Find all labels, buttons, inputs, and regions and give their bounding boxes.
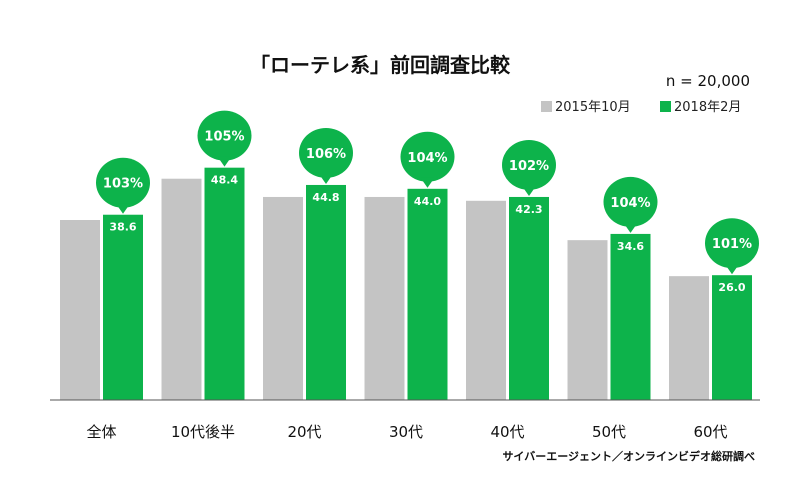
comparison-bubble [705, 218, 759, 269]
legend-label-2015: 2015年10月 [555, 100, 631, 115]
legend: 2015年10月 2018年2月 [541, 100, 741, 115]
comparison-bubble-pointer [725, 264, 739, 275]
bar-2015 [60, 220, 100, 400]
bars-group: 38.6 48.4 44.8 44.0 42.3 34.6 26.0 [60, 167, 752, 400]
comparison-label: 104% [610, 196, 650, 211]
bar-2018 [407, 188, 448, 400]
comparison-label: 102% [509, 159, 549, 174]
comparison-label: 103% [103, 177, 143, 192]
bar-value-label: 42.3 [515, 203, 542, 216]
sample-size-label: n = 20,000 [666, 72, 750, 90]
category-label: 30代 [389, 423, 423, 441]
category-label: 40代 [490, 423, 524, 441]
comparison-label: 104% [407, 151, 447, 166]
comparison-bubble-pointer [217, 156, 232, 167]
category-label: 60代 [693, 423, 727, 441]
comparison-label: 106% [306, 147, 346, 162]
bar-2018 [103, 214, 143, 400]
source-credit: サイバーエージェント／オンラインビデオ総研調べ [502, 449, 755, 463]
comparison-label: 101% [712, 237, 752, 252]
bar-2018 [306, 184, 346, 400]
bar-value-label: 34.6 [617, 240, 644, 253]
comparison-bubble [502, 139, 556, 190]
bar-2015 [669, 276, 709, 400]
chart-title: 「ローテレ系」前回調査比較 [250, 53, 511, 77]
bar-value-label: 48.4 [211, 174, 238, 187]
category-label: 20代 [287, 423, 321, 441]
comparison-bubble-pointer [623, 222, 638, 233]
comparison-bubble-pointer [522, 185, 536, 196]
comparison-bubble [299, 127, 353, 178]
bar-2015 [567, 240, 608, 400]
category-label: 全体 [86, 423, 116, 441]
comparison-bubble [197, 110, 252, 161]
comparison-bubble [96, 157, 150, 208]
bar-2018 [712, 275, 752, 400]
bar-2018 [509, 196, 549, 400]
comparison-bubble [400, 131, 455, 182]
comparison-label: 105% [204, 130, 244, 145]
bar-2015 [466, 200, 506, 400]
comparison-bubble [603, 176, 658, 227]
comparison-bubble-pointer [420, 177, 435, 188]
bar-value-label: 26.0 [718, 281, 745, 294]
bar-2015 [263, 196, 303, 400]
category-label: 10代後半 [171, 423, 235, 441]
comparison-bubbles: 103% 105% 106% 104% 102% 104% 101% [96, 110, 759, 275]
bar-value-label: 44.0 [414, 195, 441, 208]
bar-2018 [610, 233, 651, 400]
category-label: 50代 [592, 423, 626, 441]
comparison-bubble-pointer [116, 203, 130, 214]
legend-swatch-2018 [660, 101, 671, 112]
bar-2015 [364, 196, 405, 400]
bar-value-label: 44.8 [312, 191, 339, 204]
comparison-bubble-pointer [319, 173, 333, 184]
category-labels: 全体 10代後半 20代 30代 40代 50代 60代 [86, 423, 727, 441]
bar-value-label: 38.6 [109, 221, 136, 234]
legend-label-2018: 2018年2月 [674, 100, 741, 115]
bar-2018 [204, 167, 245, 400]
bar-2015 [161, 178, 202, 400]
legend-swatch-2015 [541, 101, 552, 112]
